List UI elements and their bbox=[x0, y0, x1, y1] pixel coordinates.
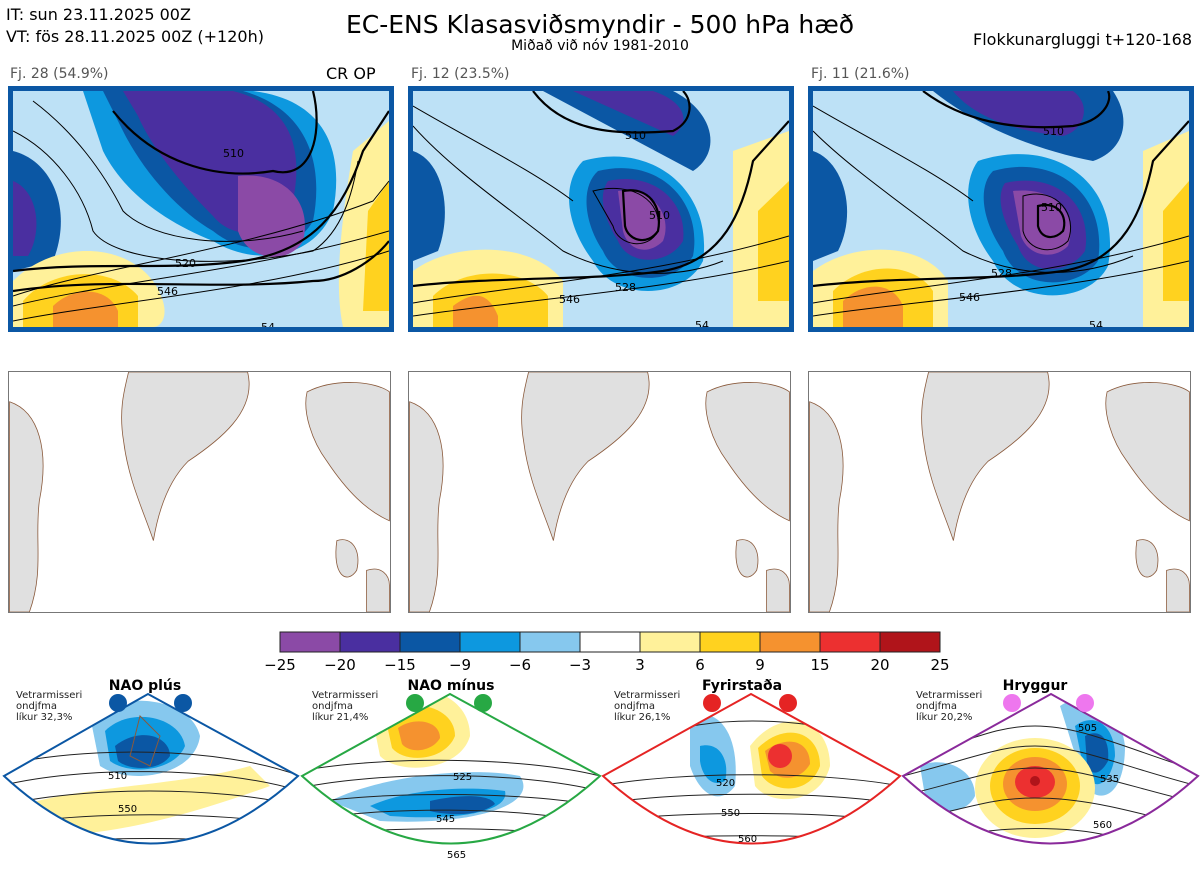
svg-text:54: 54 bbox=[261, 321, 275, 332]
regime-3-note: Vetrarmisseri ondjfma líkur 26,1% bbox=[614, 690, 681, 723]
svg-text:54: 54 bbox=[695, 319, 709, 332]
colorbar-tick-label: −25 bbox=[264, 656, 296, 674]
regime-wedges: NAO plús 510 550 NAO mínus 525 545 565 bbox=[2, 678, 1200, 861]
regime-2-name: NAO mínus bbox=[408, 678, 495, 694]
regime-wedge-blocking: Fyrirstaða 520 550 560 bbox=[601, 678, 902, 845]
svg-text:535: 535 bbox=[1100, 774, 1119, 785]
panel-1-badge: CR OP bbox=[326, 64, 376, 83]
svg-text:510: 510 bbox=[1041, 201, 1062, 214]
panel-1-contour-labels: 510 520 546 54 bbox=[157, 147, 275, 332]
cluster-map-1: 510 520 546 54 bbox=[8, 86, 394, 332]
svg-text:510: 510 bbox=[223, 147, 244, 160]
colorbar-tick-label: −9 bbox=[449, 656, 471, 674]
colorbar-tick-label: −20 bbox=[324, 656, 356, 674]
colorbar-tick-label: 15 bbox=[810, 656, 829, 674]
svg-text:550: 550 bbox=[721, 808, 740, 819]
colorbar-swatch bbox=[819, 631, 881, 653]
svg-text:545: 545 bbox=[436, 814, 455, 825]
colorbar-swatch bbox=[279, 631, 341, 653]
colorbar-tick-label: −6 bbox=[509, 656, 531, 674]
colorbar-swatch bbox=[699, 631, 761, 653]
svg-text:510: 510 bbox=[1043, 125, 1064, 138]
colorbar-swatch bbox=[459, 631, 521, 653]
svg-text:528: 528 bbox=[615, 281, 636, 294]
colorbar-tick-label: 3 bbox=[635, 656, 645, 674]
panel-3-title: Fj. 11 (21.6%) bbox=[811, 66, 910, 82]
panel-2-contour-labels: 510 510 528 546 54 bbox=[559, 129, 709, 332]
colorbar-tick-label: −3 bbox=[569, 656, 591, 674]
colorbar-swatch bbox=[339, 631, 401, 653]
background-map-3 bbox=[808, 371, 1191, 613]
colorbar-tick-label: 6 bbox=[695, 656, 705, 674]
cluster-map-3: 510 510 528 546 54 bbox=[808, 86, 1194, 332]
regime-3-name: Fyrirstaða bbox=[702, 678, 782, 694]
svg-text:54: 54 bbox=[1089, 319, 1103, 332]
regime-wedge-nao-plus: NAO plús 510 550 bbox=[2, 678, 300, 845]
svg-text:560: 560 bbox=[1093, 820, 1112, 831]
colorbar-tick-label: 9 bbox=[755, 656, 765, 674]
panel-2-title: Fj. 12 (23.5%) bbox=[411, 66, 510, 82]
cluster-map-2: 510 510 528 546 54 bbox=[408, 86, 794, 332]
svg-text:520: 520 bbox=[175, 257, 196, 270]
colorbar-swatch bbox=[519, 631, 581, 653]
panel-3-contour-labels: 510 510 528 546 54 bbox=[959, 125, 1103, 332]
regime-4-note: Vetrarmisseri ondjfma líkur 20,2% bbox=[916, 690, 983, 723]
svg-text:510: 510 bbox=[625, 129, 646, 142]
svg-text:560: 560 bbox=[738, 834, 757, 845]
svg-text:546: 546 bbox=[559, 293, 580, 306]
colorbar-swatch bbox=[759, 631, 821, 653]
colorbar-swatch bbox=[399, 631, 461, 653]
svg-text:510: 510 bbox=[649, 209, 670, 222]
svg-text:528: 528 bbox=[991, 267, 1012, 280]
header-times: IT: sun 23.11.2025 00Z VT: fös 28.11.202… bbox=[6, 4, 264, 48]
page-subtitle: Miðað við nóv 1981-2010 bbox=[511, 38, 689, 54]
classification-window: Flokkunargluggi t+120-168 bbox=[973, 30, 1192, 49]
colorbar-swatch bbox=[579, 631, 641, 653]
colorbar-tick-label: 25 bbox=[930, 656, 949, 674]
colorbar-swatch bbox=[639, 631, 701, 653]
regime-1-name: NAO plús bbox=[109, 678, 181, 694]
colorbar-tick-label: −15 bbox=[384, 656, 416, 674]
colorbar: −25 −20 −15 −9 −6 −3 3 6 9 15 20 25 bbox=[264, 631, 950, 674]
panel-1-title: Fj. 28 (54.9%) bbox=[10, 66, 109, 82]
colorbar-swatch bbox=[879, 631, 941, 653]
background-map-2 bbox=[408, 371, 791, 613]
regime-2-note: Vetrarmisseri ondjfma líkur 21,4% bbox=[312, 690, 379, 723]
initial-time: IT: sun 23.11.2025 00Z bbox=[6, 5, 191, 24]
regime-wedge-nao-minus: NAO mínus 525 545 565 bbox=[300, 678, 602, 861]
background-map-1 bbox=[8, 371, 391, 613]
svg-text:520: 520 bbox=[716, 778, 735, 789]
colorbar-tick-label: 20 bbox=[870, 656, 889, 674]
regime-4-name: Hryggur bbox=[1003, 678, 1068, 694]
svg-text:505: 505 bbox=[1078, 723, 1097, 734]
regime-1-note: Vetrarmisseri ondjfma líkur 32,3% bbox=[16, 690, 83, 723]
valid-time: VT: fös 28.11.2025 00Z (+120h) bbox=[6, 27, 264, 46]
svg-text:546: 546 bbox=[959, 291, 980, 304]
svg-text:510: 510 bbox=[108, 771, 127, 782]
svg-text:525: 525 bbox=[453, 772, 472, 783]
regime-wedge-ridge: Hryggur 505 535 560 bbox=[901, 678, 1200, 845]
page-title: EC-ENS Klasasviðsmyndir - 500 hPa hæð bbox=[345, 10, 855, 39]
svg-text:565: 565 bbox=[447, 850, 466, 861]
svg-text:550: 550 bbox=[118, 804, 137, 815]
svg-text:546: 546 bbox=[157, 285, 178, 298]
